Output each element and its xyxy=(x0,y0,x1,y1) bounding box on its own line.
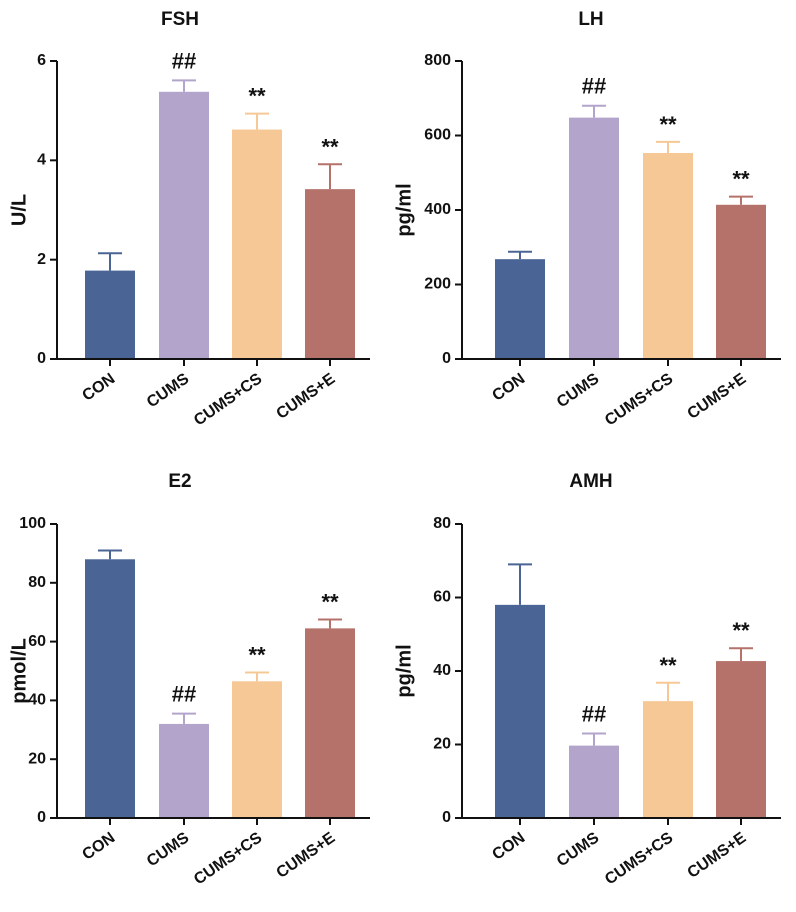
bar-con xyxy=(495,259,545,359)
y-tick-label: 400 xyxy=(424,201,451,218)
bar-cums-cs xyxy=(643,701,693,818)
significance-label: ** xyxy=(732,167,750,192)
x-tick-label-cums: CUMS xyxy=(554,829,603,870)
significance-label: ** xyxy=(248,642,266,667)
x-tick-label-cums-cs: CUMS+CS xyxy=(602,370,676,429)
y-tick-label: 6 xyxy=(37,52,46,69)
x-tick-label-cums: CUMS xyxy=(554,370,603,411)
panel-fsh: FSH U/L CON ## CUMS ** CUMS+CS ** CUMS+E 0 2 4 6 xyxy=(8,9,370,429)
bar-cums xyxy=(569,117,619,360)
significance-label: ** xyxy=(321,590,339,615)
bar-cums xyxy=(569,745,619,818)
x-tick-label-cums: CUMS xyxy=(144,829,193,870)
y-tick-label: 800 xyxy=(424,52,451,69)
x-tick-label-con: CON xyxy=(489,829,528,863)
bar-con xyxy=(85,270,135,359)
bar-cums-cs xyxy=(643,153,693,359)
y-tick-label: 0 xyxy=(37,809,46,826)
y-tick-label: 0 xyxy=(442,350,451,367)
chart-title: AMH xyxy=(569,471,612,492)
y-axis-label: pmol/L xyxy=(8,638,30,704)
panel-e2: E2 pmol/L CON ## CUMS ** CUMS+CS ** CUMS+E 0 20 40 6… xyxy=(8,471,370,888)
y-tick-label: 20 xyxy=(28,750,46,767)
y-tick-label: 100 xyxy=(19,515,46,532)
significance-label: ## xyxy=(172,682,196,707)
x-tick-label-cums-e: CUMS+E xyxy=(274,829,339,882)
x-tick-label-con: CON xyxy=(79,370,118,404)
x-tick-label-cums-cs: CUMS+CS xyxy=(191,829,265,888)
y-tick-label: 60 xyxy=(433,589,451,606)
y-axis-label: pg/ml xyxy=(393,644,415,697)
chart-title: E2 xyxy=(168,471,191,492)
y-tick-label: 0 xyxy=(37,350,46,367)
bar-cums-cs xyxy=(232,681,282,818)
x-tick-label-cums-e: CUMS+E xyxy=(274,370,339,423)
panel-amh: AMH pg/ml CON ## CUMS ** CUMS+CS ** CUMS+E 0 20 40 6… xyxy=(393,471,781,888)
x-tick-label-con: CON xyxy=(79,829,118,863)
panel-lh: LH pg/ml CON ## CUMS ** CUMS+CS ** CUMS+E 0 200 400… xyxy=(393,9,781,429)
x-tick-label-cums: CUMS xyxy=(144,370,193,411)
y-tick-label: 4 xyxy=(37,152,46,169)
y-tick-label: 40 xyxy=(28,692,46,709)
x-tick-label-cums-cs: CUMS+CS xyxy=(602,829,676,888)
chart-title: FSH xyxy=(161,9,199,30)
y-tick-label: 60 xyxy=(28,633,46,650)
y-tick-label: 80 xyxy=(28,574,46,591)
bar-con xyxy=(85,559,135,818)
chart-title: LH xyxy=(578,9,603,30)
y-tick-label: 0 xyxy=(442,809,451,826)
y-tick-label: 80 xyxy=(433,515,451,532)
significance-label: ** xyxy=(659,112,677,137)
x-tick-label-cums-e: CUMS+E xyxy=(685,829,750,882)
x-tick-label-con: CON xyxy=(489,370,528,404)
bar-cums-e xyxy=(305,628,355,818)
significance-label: ** xyxy=(321,134,339,159)
bar-con xyxy=(495,604,545,818)
bar-cums-cs xyxy=(232,129,282,359)
y-axis-label: pg/ml xyxy=(393,183,415,236)
x-tick-label-cums-cs: CUMS+CS xyxy=(191,370,265,429)
bar-cums-e xyxy=(305,189,355,359)
y-tick-label: 200 xyxy=(424,276,451,293)
y-tick-label: 600 xyxy=(424,127,451,144)
significance-label: ** xyxy=(659,653,677,678)
x-tick-label-cums-e: CUMS+E xyxy=(685,370,750,423)
bar-cums-e xyxy=(716,661,766,818)
y-tick-label: 20 xyxy=(433,736,451,753)
significance-label: ** xyxy=(732,618,750,643)
bar-cums xyxy=(159,91,209,359)
y-tick-label: 40 xyxy=(433,662,451,679)
significance-label: ** xyxy=(248,84,266,109)
significance-label: ## xyxy=(582,74,606,99)
significance-label: ## xyxy=(172,48,196,73)
significance-label: ## xyxy=(582,701,606,726)
y-axis-label: U/L xyxy=(8,194,30,226)
bar-cums xyxy=(159,723,209,818)
bar-cums-e xyxy=(716,204,766,359)
y-tick-label: 2 xyxy=(37,251,46,268)
